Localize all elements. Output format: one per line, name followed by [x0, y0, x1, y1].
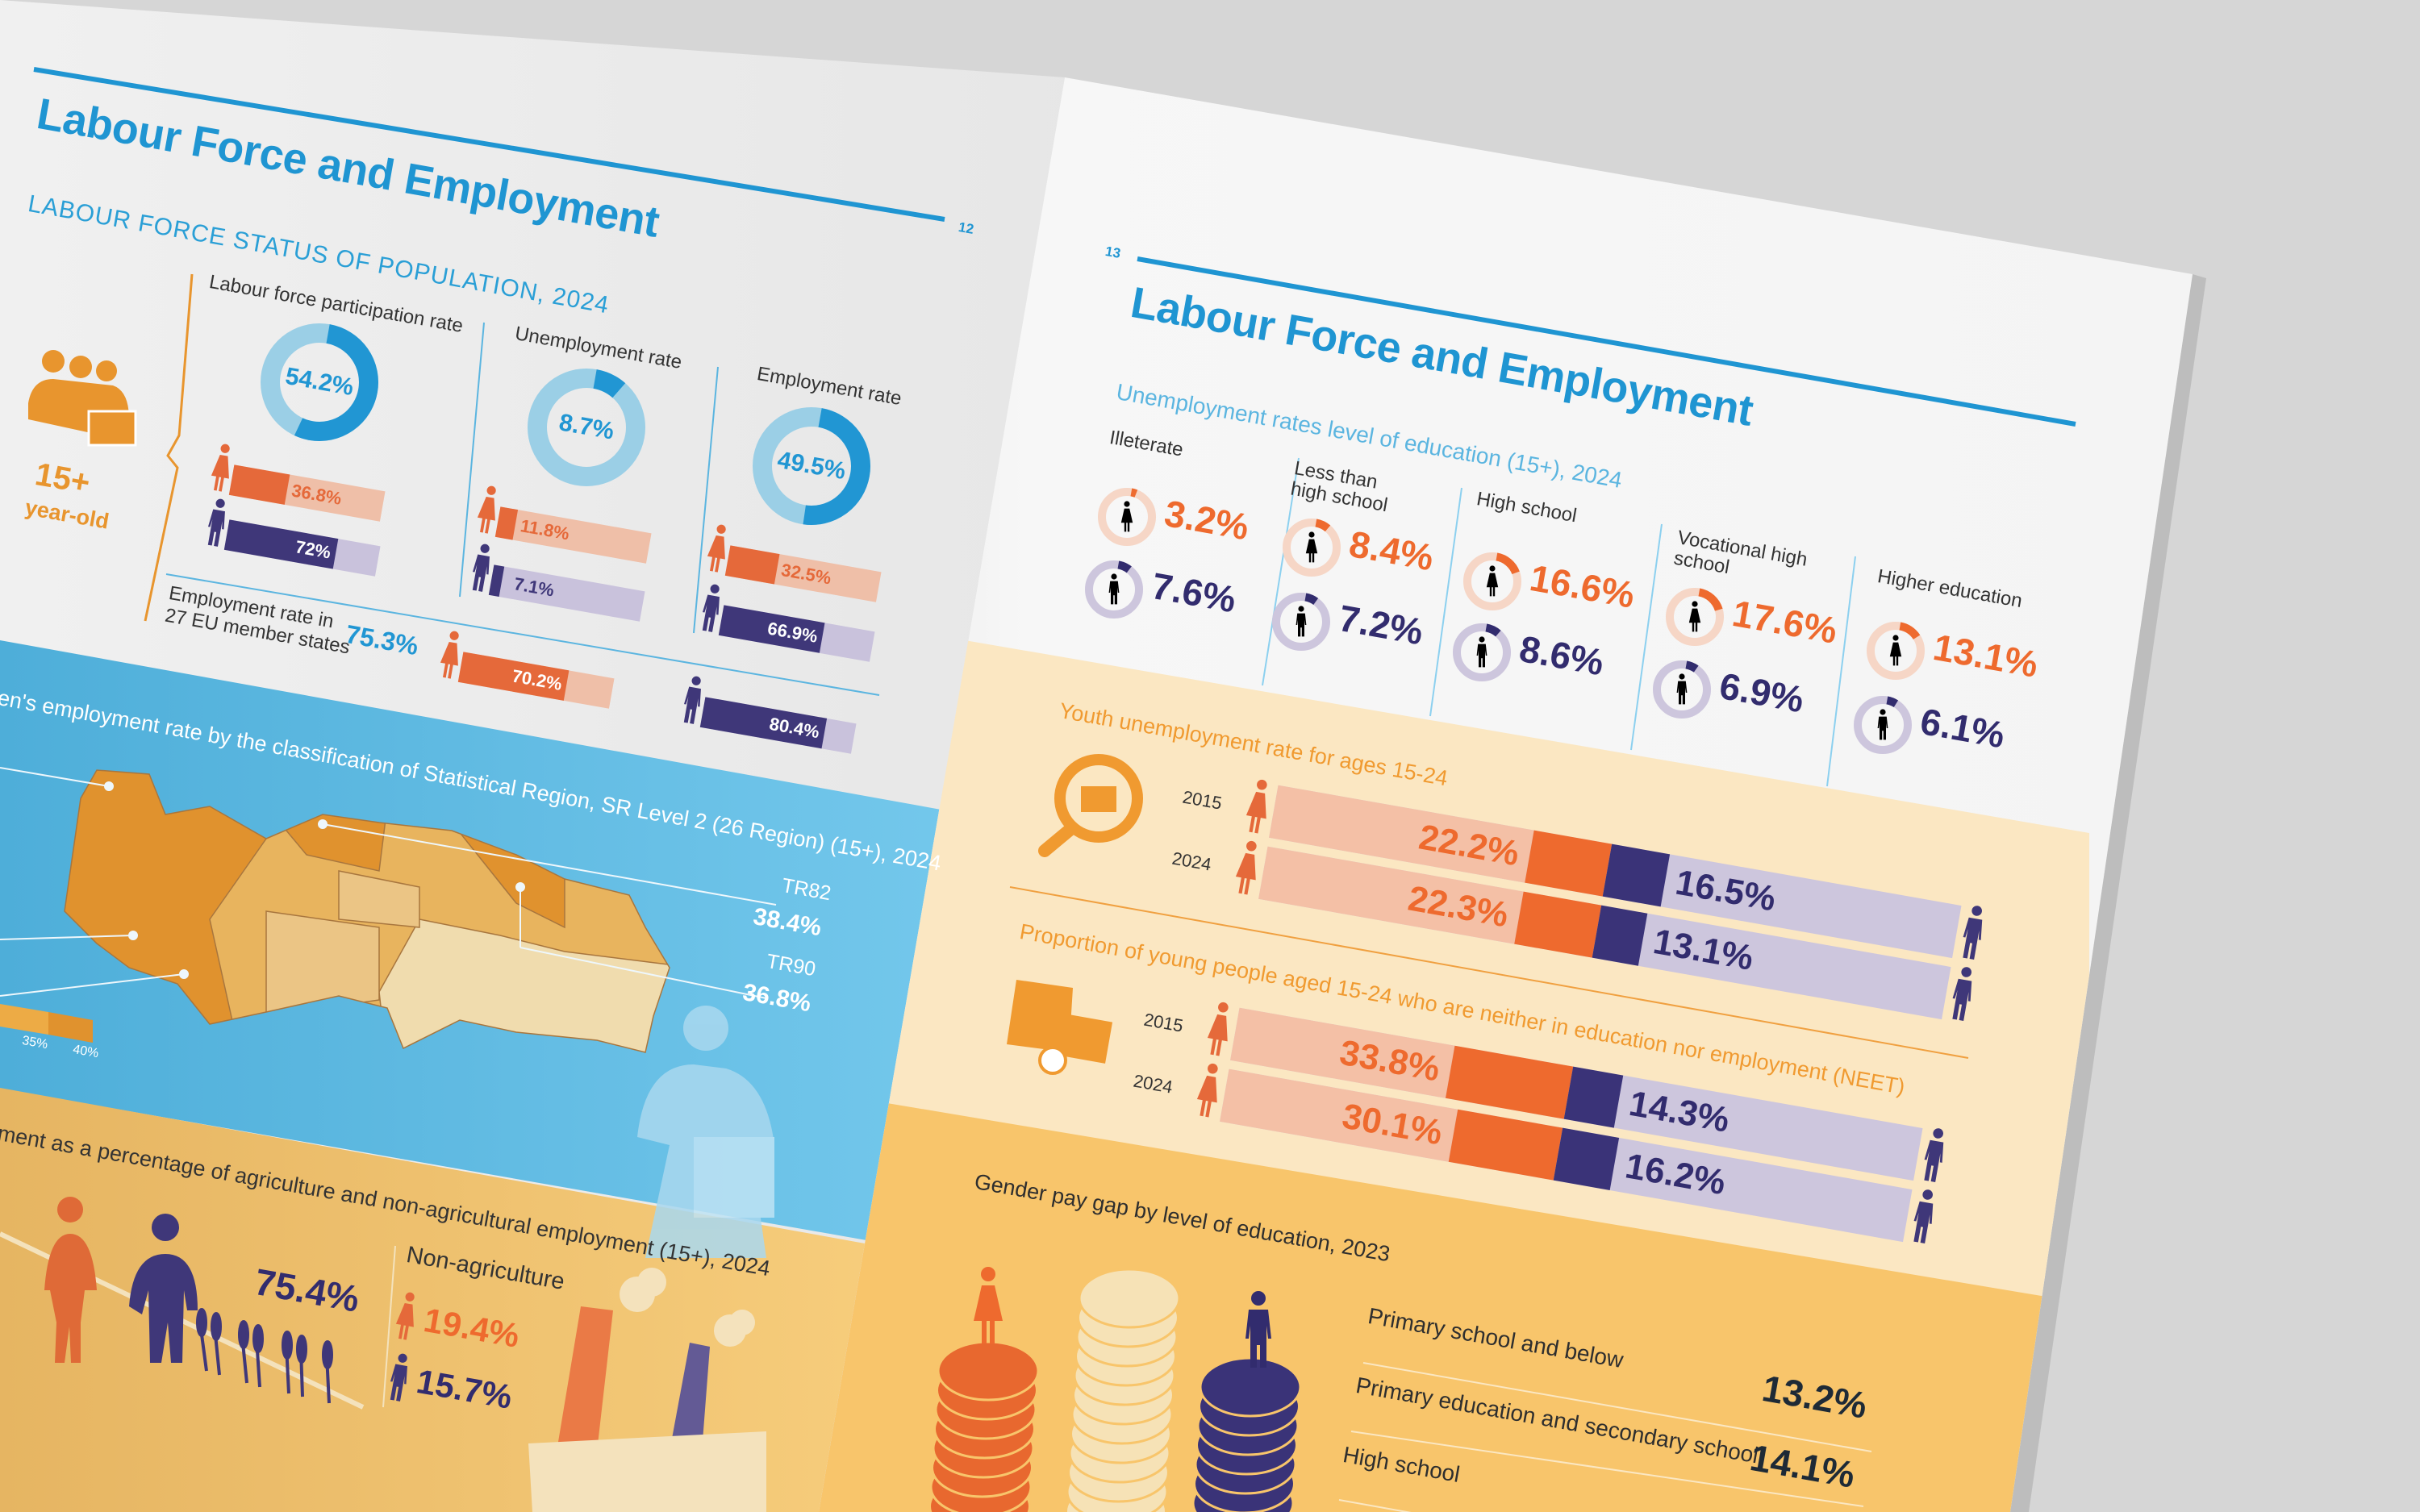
donut-ring — [1651, 659, 1713, 720]
man-icon — [1908, 1187, 1940, 1247]
male-bar-row: 72% — [202, 497, 383, 577]
male-unemployment-donut: 7.6% — [1083, 559, 1239, 620]
donut-value: 54.2% — [283, 362, 356, 402]
youth-row-2015: 2015 22.2% 16.5% — [1179, 766, 1989, 963]
woman-icon — [703, 523, 732, 575]
non-agri-male: 15.7% — [385, 1352, 515, 1422]
female-unemployment-donut: 13.1% — [1865, 620, 2041, 685]
people-group-icon — [28, 350, 137, 447]
woman-large-icon — [44, 1197, 97, 1363]
woman-icon — [974, 1267, 1003, 1343]
male-unemployment-donut: 6.9% — [1651, 659, 1807, 720]
map-legend-bar — [0, 1004, 93, 1043]
employment-rate-donut: 49.5% — [751, 406, 872, 527]
man-large-icon — [129, 1214, 198, 1363]
male-segment — [1592, 905, 1647, 966]
page-number: 12 — [957, 219, 975, 237]
female-unemployment-donut: 8.4% — [1281, 517, 1437, 578]
donut-ring — [1270, 591, 1332, 652]
coin — [1078, 1268, 1181, 1329]
male-unemployment-donut: 7.2% — [1270, 591, 1426, 652]
male-bar-row: 66.9% — [697, 582, 878, 662]
female-bar-row: 36.8% — [207, 442, 388, 522]
woman-icon — [1193, 1061, 1225, 1121]
female-bar-row: 11.8% — [474, 484, 654, 564]
right-page — [819, 77, 2193, 1512]
wheat-icons — [196, 1308, 333, 1404]
male-unemployment-donut: 8.6% — [1451, 622, 1607, 683]
donut-ring — [1096, 486, 1158, 548]
man-icon — [385, 1352, 413, 1404]
donut-value: 49.5% — [775, 446, 848, 485]
eu-male-bar-row: 80.4% — [678, 674, 859, 754]
man-icon — [1245, 1291, 1271, 1368]
woman-icon — [1232, 839, 1264, 898]
neet-row-2024: 2024 30.1% 16.2% — [1129, 1050, 1940, 1247]
donut-ring — [1852, 694, 1913, 756]
woman-icon — [1204, 1000, 1236, 1060]
donut-ring — [1451, 622, 1512, 683]
male-segment — [1602, 843, 1670, 907]
donut-value: 8.7% — [557, 409, 616, 445]
male-bar-row: 7.1% — [467, 542, 648, 622]
male-unemployment-donut: 6.1% — [1852, 694, 2008, 756]
woman-icon — [474, 484, 502, 536]
unemployment-rate-donut: 8.7% — [526, 367, 647, 488]
factory-icon — [528, 1268, 766, 1512]
folder-briefcase-icon — [1007, 980, 1113, 1075]
neet-row-2015: 2015 33.8% 14.3% — [1140, 989, 1951, 1185]
magnifier-briefcase-icon — [1038, 754, 1143, 857]
coin — [937, 1340, 1040, 1402]
participation-rate-donut: 54.2% — [259, 322, 380, 443]
non-agri-female: 19.4% — [392, 1290, 523, 1361]
woman-icon — [1242, 777, 1275, 837]
youth-row-2024: 2024 22.3% 13.1% — [1168, 827, 1979, 1024]
man-icon — [678, 674, 707, 727]
woman-icon — [392, 1290, 420, 1343]
female-unemployment-donut: 3.2% — [1096, 486, 1252, 548]
donut-ring — [1865, 620, 1926, 681]
female-unemployment-donut: 17.6% — [1664, 586, 1840, 652]
man-icon — [202, 497, 231, 549]
donut-ring — [1083, 559, 1145, 620]
donut-ring — [1281, 517, 1342, 578]
man-icon — [1957, 903, 1989, 963]
pay-gap-lines — [1338, 1362, 1872, 1512]
page-number: 13 — [1104, 244, 1122, 261]
woman-icon — [207, 442, 236, 494]
donut-ring — [1462, 551, 1523, 612]
value: 19.4% — [420, 1300, 523, 1355]
donut-ring — [1664, 586, 1725, 648]
coin-stacks-icon — [928, 1267, 1302, 1512]
man-icon — [1946, 964, 1979, 1024]
man-icon — [1918, 1126, 1951, 1185]
eu-female-bar-row: 70.2% — [436, 629, 617, 709]
map-leader-lines — [0, 767, 777, 999]
male-segment — [1553, 1127, 1620, 1191]
divider-lines — [1262, 457, 1856, 787]
man-icon — [467, 542, 495, 594]
female-unemployment-donut: 16.6% — [1462, 551, 1638, 616]
woman-icon — [436, 629, 465, 681]
male-segment — [1563, 1066, 1624, 1128]
woman-silhouette-icon — [637, 1006, 774, 1258]
female-bar-row: 32.5% — [703, 523, 884, 602]
man-icon — [697, 582, 725, 635]
value: 15.7% — [413, 1361, 515, 1416]
